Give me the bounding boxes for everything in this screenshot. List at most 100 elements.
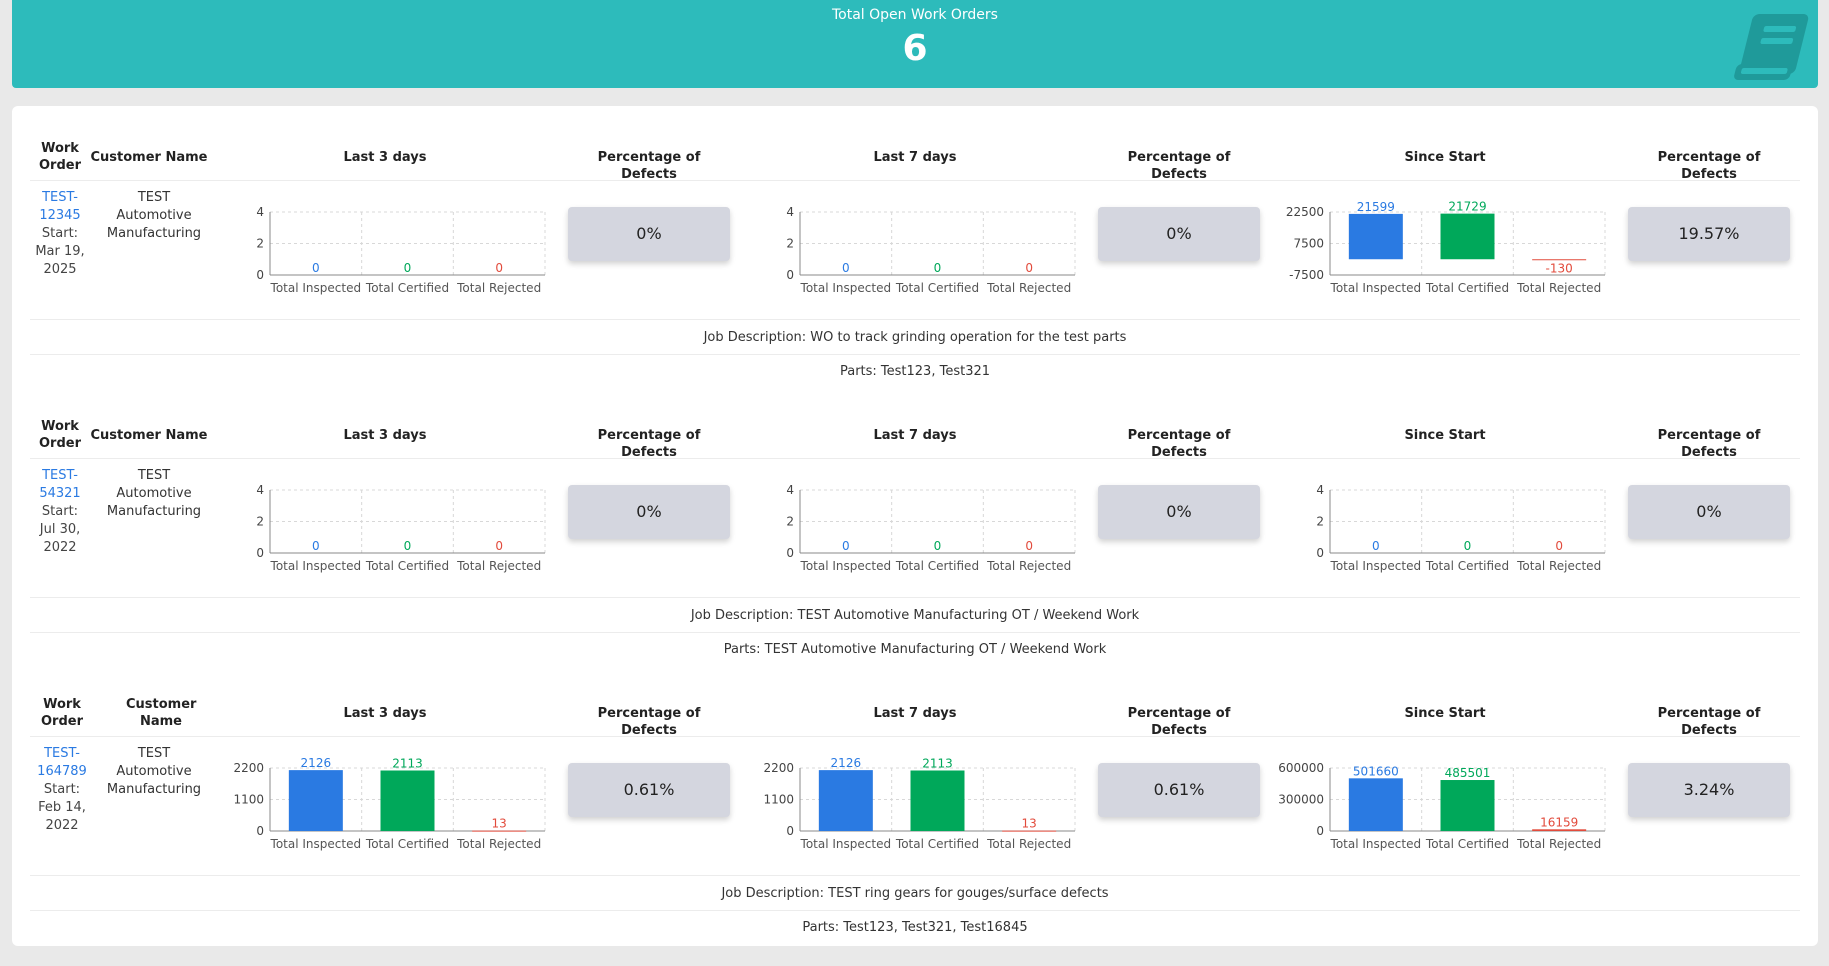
bar (1002, 830, 1057, 832)
y-tick-label: 2 (1316, 515, 1324, 529)
work-order-link[interactable]: TEST- 54321 (39, 468, 81, 501)
work-order-header: Work Order Customer Name Last 3 days Per… (30, 131, 1800, 182)
bar (1348, 778, 1403, 831)
y-tick-label: 4 (256, 483, 264, 497)
work-orders-panel: Work Order Customer Name Last 3 days Per… (12, 106, 1818, 946)
data-label: 21599 (1357, 200, 1395, 214)
data-label: 0 (495, 261, 503, 275)
header-pct-since: Percentage of Defects (1657, 428, 1761, 460)
header-pct-last7: Percentage of Defects (1127, 706, 1231, 738)
work-order-cell: TEST- 12345 Start: Mar 19, 2025 (30, 189, 90, 279)
data-label: 0 (312, 261, 320, 275)
x-tick-label: Total Certified (1425, 559, 1509, 573)
bar (910, 770, 965, 831)
x-tick-label: Total Certified (895, 559, 979, 573)
data-label: 501660 (1353, 764, 1399, 778)
y-tick-label: 0 (256, 546, 264, 560)
work-order-row: TEST- 54321 Start: Jul 30, 2022 TEST Auto… (30, 460, 1800, 598)
bar-chart-last3: 0 2 4 0 Total Inspected 0 Total Certified 0 Tota… (220, 460, 550, 578)
header-work-order: Work Order (39, 141, 81, 173)
start-label: Start: (41, 226, 79, 241)
work-order-link[interactable]: TEST- 164789 (37, 746, 87, 779)
y-tick-label: 0 (786, 268, 794, 282)
x-tick-label: Total Certified (895, 281, 979, 295)
y-tick-label: -7500 (1289, 268, 1324, 282)
header-last3: Last 3 days (343, 428, 427, 443)
header-last3: Last 3 days (343, 150, 427, 165)
x-tick-label: Total Certified (1425, 281, 1509, 295)
x-tick-label: Total Inspected (800, 837, 892, 851)
bar (818, 770, 873, 831)
start-date: Feb 14, 2022 (38, 800, 86, 833)
bar-chart-last3: 0 2 4 0 Total Inspected 0 Total Certified 0 Tota… (220, 182, 550, 300)
bar (1440, 213, 1495, 260)
header-customer: Customer Name (90, 428, 208, 443)
defect-percentage-since-start: 0% (1628, 485, 1790, 539)
data-label: 0 (404, 539, 412, 553)
work-order-header: Work Order Customer Name Last 3 days Per… (30, 687, 1800, 738)
parts-list: Parts: Test123, Test321 (839, 364, 991, 379)
y-tick-label: 4 (786, 483, 794, 497)
bar (288, 770, 343, 831)
y-tick-label: 7500 (1293, 237, 1324, 251)
y-tick-label: 2200 (233, 761, 264, 775)
x-tick-label: Total Inspected (270, 281, 362, 295)
defect-percentage-last3: 0% (568, 485, 730, 539)
data-label: 2113 (392, 756, 423, 770)
data-label: 0 (495, 539, 503, 553)
data-label: 0 (1464, 539, 1472, 553)
y-tick-label: 2200 (763, 761, 794, 775)
y-tick-label: 4 (256, 205, 264, 219)
data-label: 13 (492, 817, 507, 831)
data-label: 0 (404, 261, 412, 275)
y-tick-label: 4 (1316, 483, 1324, 497)
bar (380, 770, 435, 831)
header-pct-last7: Percentage of Defects (1127, 428, 1231, 460)
bar-chart-last3: 0 1100 2200 2126 Total Inspected 2113 Total Ce… (220, 738, 550, 856)
bar-chart-last7: 0 2 4 0 Total Inspected 0 Total Certified 0 Tota… (750, 460, 1080, 578)
customer-name: TEST Automotive Manufacturing (106, 468, 202, 519)
header-last7: Last 7 days (873, 150, 957, 165)
header-last7: Last 7 days (873, 706, 957, 721)
work-order-link[interactable]: TEST- 12345 (39, 190, 81, 223)
job-description: Job Description: WO to track grinding op… (30, 321, 1800, 355)
header-customer: Customer Name (126, 697, 197, 729)
parts-list: Parts: TEST Automotive Manufacturing OT … (723, 642, 1107, 657)
customer-name: TEST Automotive Manufacturing (106, 190, 202, 241)
y-tick-label: 0 (256, 824, 264, 838)
data-label: 0 (1372, 539, 1380, 553)
work-order-cell: TEST- 164789 Start: Feb 14, 2022 (30, 745, 94, 835)
header-since: Since Start (1404, 150, 1486, 165)
bar (1532, 829, 1587, 831)
data-label: 0 (842, 261, 850, 275)
header-pct-last7: Percentage of Defects (1127, 150, 1231, 182)
bar-chart-last7: 0 2 4 0 Total Inspected 0 Total Certified 0 Tota… (750, 182, 1080, 300)
x-tick-label: Total Inspected (1330, 281, 1422, 295)
x-tick-label: Total Certified (365, 559, 449, 573)
defect-percentage-last7: 0% (1098, 207, 1260, 261)
header-customer: Customer Name (90, 150, 208, 165)
x-tick-label: Total Rejected (986, 281, 1071, 295)
data-label: 485501 (1445, 766, 1491, 780)
start-label: Start: (41, 504, 79, 519)
data-label: 13 (1022, 817, 1037, 831)
start-date: Jul 30, 2022 (39, 522, 81, 555)
y-tick-label: 1100 (763, 793, 794, 807)
y-tick-label: 2 (256, 237, 264, 251)
defect-percentage-last7: 0.61% (1098, 763, 1260, 817)
x-tick-label: Total Rejected (456, 837, 541, 851)
data-label: 0 (312, 539, 320, 553)
header-since: Since Start (1404, 428, 1486, 443)
x-tick-label: Total Inspected (270, 837, 362, 851)
x-tick-label: Total Inspected (270, 559, 362, 573)
data-label: 2113 (922, 756, 953, 770)
defect-percentage-last3: 0% (568, 207, 730, 261)
x-tick-label: Total Inspected (800, 559, 892, 573)
data-label: 0 (934, 261, 942, 275)
y-tick-label: 300000 (1278, 793, 1324, 807)
y-tick-label: 0 (786, 824, 794, 838)
bar-chart-last7: 0 1100 2200 2126 Total Inspected 2113 Total Ce… (750, 738, 1080, 856)
customer-name: TEST Automotive Manufacturing (106, 746, 202, 797)
defect-percentage-since-start: 19.57% (1628, 207, 1790, 261)
y-tick-label: 2 (786, 237, 794, 251)
